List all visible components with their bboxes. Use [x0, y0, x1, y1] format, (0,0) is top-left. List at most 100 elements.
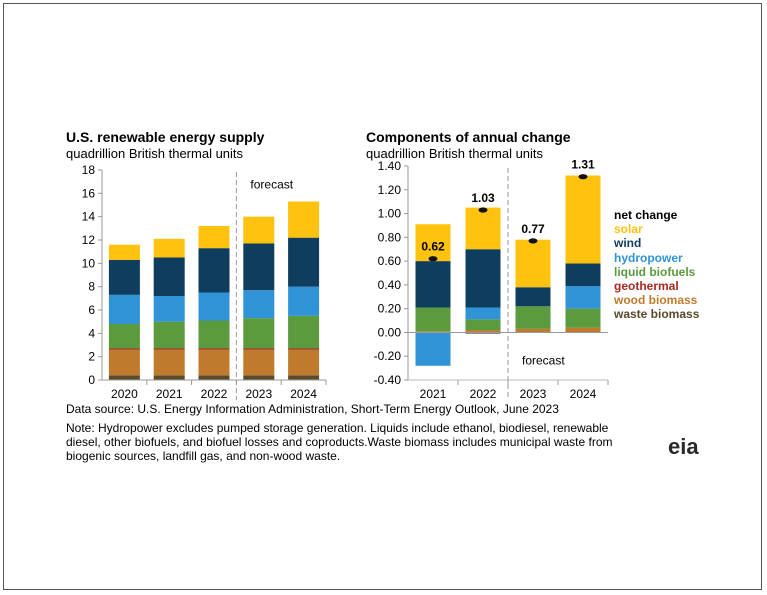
y-tick-label: -0.40	[374, 373, 402, 387]
y-tick-label: 8	[88, 280, 95, 294]
bar-segment-liquid-biofuels	[465, 319, 501, 331]
right-stacked-bar-chart: -0.40 -0.20 0.00 0.20 0.40 0.60 0.80 1.00 1.20 1.…	[374, 160, 609, 400]
bar-segment-wind	[515, 287, 551, 307]
bar-segment-hydropower	[465, 307, 501, 320]
x-tick-label: 2024	[570, 387, 597, 400]
bar-segment-wood-biomass	[153, 349, 185, 376]
y-tick-label: 0.80	[378, 230, 402, 244]
bar-segment-waste-biomass	[108, 375, 140, 380]
left-chart-subtitle: quadrillion British thermal units	[66, 146, 244, 161]
bar-segment-geothermal	[288, 348, 320, 350]
y-tick-label: 6	[88, 303, 95, 317]
y-tick-label: 0	[88, 373, 95, 387]
x-tick-label: 2021	[420, 387, 447, 400]
bar-segment-hydropower	[198, 292, 230, 321]
x-tick-label: 2021	[156, 387, 183, 400]
bar-segment-wind	[565, 263, 601, 287]
bar-segment-wood-biomass	[243, 349, 275, 376]
y-tick-label: 1.20	[378, 183, 402, 197]
bar-segment-wood-biomass	[415, 331, 451, 333]
bar-segment-solar	[415, 224, 451, 262]
bar-segment-liquid-biofuels	[415, 307, 451, 332]
bar-segment-hydropower	[153, 296, 185, 322]
legend-item-net-change: net change	[614, 208, 678, 222]
bar-segment-waste-biomass	[243, 375, 275, 380]
bar-segment-wood-biomass	[198, 349, 230, 376]
bar-segment-wind	[415, 261, 451, 308]
y-tick-label: 12	[82, 233, 96, 247]
bar-segment-waste-biomass	[198, 375, 230, 380]
bar-segment-hydropower	[243, 290, 275, 319]
y-tick-label: 0.20	[378, 302, 402, 316]
legend-item-solar: solar	[614, 222, 643, 237]
bar-segment-solar	[243, 216, 275, 244]
bar-segment-geothermal	[243, 348, 275, 350]
net-change-marker	[478, 207, 488, 213]
net-change-marker	[428, 256, 438, 262]
x-tick-label: 2022	[470, 387, 497, 400]
bar-segment-liquid-biofuels	[153, 321, 185, 349]
y-tick-label: 1.00	[378, 207, 402, 221]
left-chart-title: U.S. renewable energy supply	[66, 129, 265, 145]
x-tick-label: 2023	[245, 387, 272, 400]
legend-item-liquid-biofuels: liquid biofuels	[614, 264, 696, 279]
bar-segment-hydropower	[565, 286, 601, 309]
y-tick-label: 2	[88, 350, 95, 364]
bar-segment-geothermal	[153, 348, 185, 350]
bar-segment-solar	[515, 239, 551, 288]
net-change-label: 0.77	[521, 222, 545, 236]
bar-segment-wind	[243, 243, 275, 291]
bar-segment-waste-biomass	[153, 375, 185, 380]
bar-segment-solar	[465, 207, 501, 250]
bar-segment-wood-biomass	[515, 328, 551, 333]
y-tick-label: 0.00	[378, 325, 402, 339]
bar-segment-hydropower	[288, 286, 320, 316]
bar-segment-wind	[108, 259, 140, 295]
bar-segment-liquid-biofuels	[243, 318, 275, 349]
y-tick-label: 1.40	[378, 160, 402, 173]
y-tick-label: 18	[82, 163, 96, 177]
bar-segment-liquid-biofuels	[288, 315, 320, 349]
y-tick-label: 14	[82, 210, 96, 224]
bar-segment-wind	[465, 249, 501, 308]
bar-segment-solar	[198, 226, 230, 249]
legend-item-wood-biomass: wood biomass	[614, 293, 698, 308]
legend-item-hydropower: hydropower	[614, 250, 683, 265]
net-change-marker	[578, 174, 588, 180]
legend-item-waste-biomass: waste biomass	[614, 307, 700, 322]
left-stacked-bar-chart: 0 2 4 6 8 10 12 14 16 18 2020 2021 2022 2023 2024 forec…	[82, 163, 327, 400]
bar-segment-solar	[288, 201, 320, 238]
eia-logo: eia	[668, 434, 699, 459]
data-source: Data source: U.S. Energy Information Adm…	[66, 402, 559, 416]
bar-segment-wind	[198, 248, 230, 293]
net-change-label: 1.03	[471, 191, 495, 205]
net-change-label: 0.62	[421, 240, 445, 254]
net-change-label: 1.31	[571, 160, 595, 172]
legend-item-wind: wind	[614, 236, 642, 251]
bar-segment-solar	[565, 175, 601, 264]
right-chart-title: Components of annual change	[366, 129, 571, 145]
bar-segment-wood-biomass	[288, 349, 320, 376]
bar-segment-solar	[108, 244, 140, 260]
x-tick-label: 2020	[111, 387, 138, 400]
y-tick-label: 16	[82, 186, 96, 200]
right-chart-subtitle: quadrillion British thermal units	[366, 146, 544, 161]
bar-segment-geothermal	[198, 348, 230, 350]
bar-segment-hydropower	[108, 294, 140, 324]
y-tick-label: 4	[88, 326, 95, 340]
bar-segment-geothermal	[108, 348, 140, 350]
y-tick-label: -0.20	[374, 349, 402, 363]
y-tick-label: 10	[82, 256, 96, 270]
bar-segment-wind	[153, 257, 185, 296]
bar-segment-wind	[288, 237, 320, 287]
bar-segment-hydropower	[415, 332, 451, 366]
x-tick-label: 2023	[520, 387, 547, 400]
bar-segment-liquid-biofuels	[198, 320, 230, 349]
x-tick-label: 2024	[290, 387, 317, 400]
y-tick-label: 0.60	[378, 254, 402, 268]
net-change-marker	[528, 238, 538, 244]
bar-segment-waste-biomass	[288, 375, 320, 380]
bar-segment-liquid-biofuels	[108, 324, 140, 349]
bar-segment-wood-biomass	[465, 330, 501, 333]
bar-segment-waste-biomass	[465, 332, 501, 334]
